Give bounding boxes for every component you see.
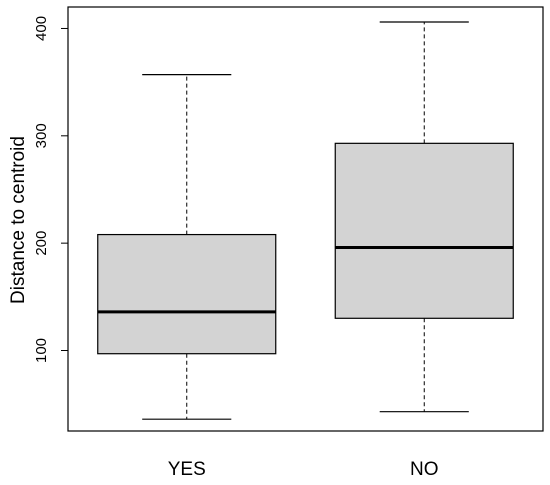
x-category-label: NO [410,459,439,480]
y-tick-label: 200 [33,231,50,256]
box-yes [97,74,277,420]
y-tick-label: 300 [33,123,50,148]
y-tick-label: 100 [33,338,50,363]
box-no [334,21,514,413]
y-axis-label: Distance to centroid [8,136,29,304]
iqr-box [334,142,514,319]
y-tick-label: 400 [33,16,50,41]
plot-frame [67,6,544,432]
x-category-label: YES [168,459,206,480]
iqr-box [97,233,277,355]
